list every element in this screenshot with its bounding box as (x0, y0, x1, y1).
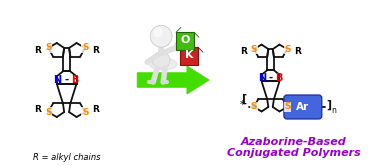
Text: R: R (34, 46, 41, 55)
FancyArrow shape (137, 66, 209, 94)
Text: S: S (45, 108, 51, 117)
Text: S: S (45, 43, 51, 52)
Text: S: S (251, 102, 257, 112)
Text: R: R (93, 105, 99, 114)
Text: S: S (82, 108, 88, 117)
Text: B: B (275, 73, 282, 83)
Text: N: N (54, 75, 62, 85)
Text: N: N (258, 73, 266, 83)
Circle shape (154, 28, 162, 36)
Text: S: S (82, 43, 88, 52)
Text: R: R (294, 47, 301, 56)
Text: K: K (185, 50, 193, 60)
Text: R = alkyl chains: R = alkyl chains (33, 153, 101, 162)
Text: -: - (65, 75, 69, 85)
Text: O: O (180, 35, 190, 45)
Text: B: B (71, 75, 79, 85)
Ellipse shape (149, 58, 177, 70)
Text: Ar: Ar (296, 102, 310, 112)
Text: Azaborine-Based: Azaborine-Based (240, 137, 346, 147)
Circle shape (150, 25, 172, 47)
Text: R: R (240, 47, 247, 56)
Ellipse shape (152, 52, 170, 68)
FancyBboxPatch shape (180, 47, 198, 65)
Text: ]: ] (327, 100, 332, 110)
Text: *: * (240, 100, 245, 110)
FancyBboxPatch shape (284, 95, 322, 119)
Text: S: S (284, 44, 291, 54)
Text: R: R (93, 46, 99, 55)
Text: Conjugated Polymers: Conjugated Polymers (226, 148, 360, 158)
Text: S: S (284, 102, 291, 112)
Text: n: n (332, 106, 336, 116)
FancyBboxPatch shape (176, 32, 194, 50)
Text: -: - (268, 73, 273, 83)
Text: R: R (34, 105, 41, 114)
Text: [: [ (242, 94, 247, 104)
Text: S: S (251, 44, 257, 54)
